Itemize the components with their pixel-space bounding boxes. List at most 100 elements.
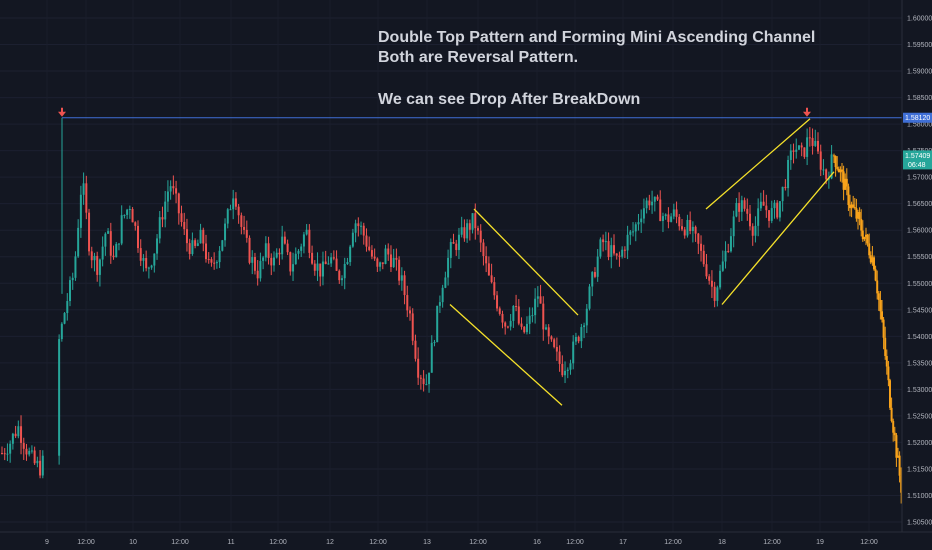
candle: [107, 231, 110, 234]
candle: [468, 223, 471, 230]
price-tick-label: 1.51500: [907, 466, 932, 473]
candle: [137, 225, 139, 249]
channel-line-upper: [473, 208, 579, 316]
candle: [248, 237, 251, 263]
candle: [28, 450, 31, 455]
candle: [90, 251, 93, 261]
candle: [63, 313, 66, 324]
projection-candle: [845, 178, 848, 187]
candle: [555, 346, 558, 352]
candle: [732, 216, 735, 237]
candle: [738, 203, 741, 212]
candle: [237, 206, 240, 216]
candle: [400, 275, 403, 281]
time-tick-label: 16: [533, 539, 541, 546]
candle: [96, 255, 99, 275]
candle: [710, 280, 713, 287]
candle: [651, 201, 654, 206]
candle: [191, 240, 194, 255]
projection-candle: [857, 212, 859, 219]
candle: [803, 147, 806, 157]
time-tick-label: 12:00: [763, 539, 781, 546]
candle: [789, 150, 792, 160]
price-tick-label: 1.50500: [907, 520, 932, 527]
candle: [85, 183, 88, 213]
projection-candle: [863, 236, 866, 240]
projection-candle: [892, 421, 895, 433]
candle: [422, 378, 425, 385]
projection-candle: [884, 337, 887, 357]
candle: [648, 200, 651, 206]
candle: [294, 253, 297, 265]
candle: [520, 323, 523, 327]
candle: [727, 250, 730, 252]
projection-candle: [869, 255, 872, 263]
candle: [384, 248, 387, 264]
candle: [392, 257, 395, 267]
candle: [41, 455, 44, 476]
candle: [702, 250, 705, 265]
projection-candle: [849, 205, 851, 209]
candle: [705, 264, 708, 277]
candle: [800, 145, 803, 148]
candle: [517, 306, 520, 324]
candle: [343, 263, 346, 279]
projection-candle: [837, 168, 840, 173]
candle: [297, 250, 300, 254]
projection-candle: [871, 257, 874, 263]
candle: [213, 262, 216, 264]
candle: [362, 225, 365, 236]
projection-candle: [844, 178, 847, 190]
candle: [569, 363, 572, 370]
candle: [743, 200, 746, 209]
candle: [814, 140, 817, 146]
double-top-arrows: [58, 107, 811, 294]
candle: [493, 282, 496, 296]
candle: [308, 229, 311, 253]
price-tick-label: 1.59500: [907, 42, 932, 49]
candle: [585, 308, 588, 326]
candle: [817, 140, 819, 152]
candle: [109, 231, 112, 256]
candle: [406, 295, 409, 311]
candle: [686, 219, 689, 236]
candle: [713, 286, 716, 301]
candle: [9, 443, 12, 454]
candle: [545, 327, 547, 330]
candle: [629, 231, 632, 235]
candle: [599, 239, 602, 257]
candle: [39, 460, 42, 476]
candle: [485, 256, 488, 264]
price-tick-label: 1.58000: [907, 122, 932, 129]
projection-candle: [882, 319, 885, 338]
projection-candle: [834, 156, 837, 168]
candle: [218, 250, 221, 263]
current-price-tag: [903, 150, 932, 170]
candle: [166, 191, 169, 202]
candle: [273, 257, 275, 266]
candle: [215, 262, 218, 264]
candle: [504, 322, 507, 327]
candle: [770, 208, 773, 221]
price-axis-background: [902, 0, 932, 550]
candle: [564, 370, 567, 376]
time-tick-label: 12:00: [269, 539, 287, 546]
candle: [525, 323, 528, 333]
price-tick-label: 1.52000: [907, 440, 932, 447]
candle: [697, 233, 700, 244]
candle: [471, 213, 474, 230]
candle: [689, 219, 692, 231]
current-price-label: 1.57409: [905, 153, 930, 160]
candle: [602, 239, 605, 243]
candle: [316, 263, 319, 271]
channel-line-lower: [449, 304, 563, 406]
candle: [379, 262, 382, 267]
candle: [784, 186, 787, 189]
projection-candle: [877, 293, 880, 300]
candle: [539, 296, 542, 304]
candle: [365, 235, 368, 247]
candle: [357, 223, 360, 227]
candle: [311, 252, 314, 264]
candle: [700, 243, 703, 251]
